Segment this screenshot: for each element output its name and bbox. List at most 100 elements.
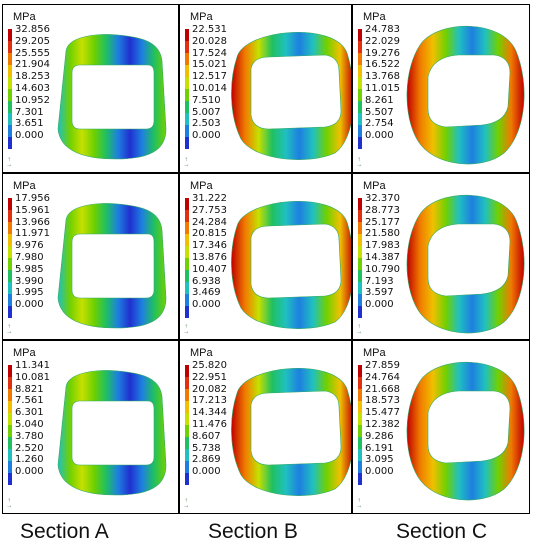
legend-tick-label: 7.301 <box>15 106 44 118</box>
legend-tick-label: 31.222 <box>192 193 227 204</box>
legend-unit: MPa <box>190 180 213 192</box>
cross-section-contour <box>406 25 525 165</box>
legend-tick-label: 0.000 <box>15 130 44 142</box>
contour-panel: MPa 17.956 15.961 13.966 11.971 9.976 7.980 5.9… <box>2 173 179 340</box>
legend-unit: MPa <box>13 11 36 23</box>
legend-tick-label: 24.764 <box>365 371 400 383</box>
legend-tick-label: 22.029 <box>365 35 400 47</box>
legend-unit: MPa <box>190 11 213 23</box>
legend-tick-label: 6.191 <box>365 442 394 454</box>
axis-triad-icon: ↑ → <box>357 157 362 169</box>
legend-tick-label: 2.503 <box>192 118 221 130</box>
legend-tick-label: 12.517 <box>192 71 227 83</box>
contour-panel: MPa 24.783 22.029 19.276 16.522 13.768 11.015 8… <box>352 4 530 173</box>
legend-tick-label: 5.007 <box>192 106 221 118</box>
legend-tick-label: 7.561 <box>15 395 44 407</box>
stress-field <box>406 25 525 165</box>
legend-tick-label: 3.095 <box>365 454 394 466</box>
legend-tick-label: 3.597 <box>365 287 394 299</box>
color-scale-bar <box>358 198 362 318</box>
legend-tick-label: 14.344 <box>192 407 227 419</box>
legend-tick-label: 17.524 <box>192 47 227 59</box>
legend-tick-label: 32.856 <box>15 24 50 35</box>
legend-tick-label: 8.261 <box>365 94 394 106</box>
legend-unit: MPa <box>363 347 386 359</box>
axis-triad-icon: ↑ → <box>184 157 189 169</box>
legend-tick-label: 8.821 <box>15 383 44 395</box>
legend-tick-label: 10.014 <box>192 82 227 94</box>
section-a-label: Section A <box>20 520 109 543</box>
legend-tick-label: 1.260 <box>15 454 44 466</box>
axis-triad-icon: ↑ → <box>184 324 189 336</box>
legend-tick-label: 11.341 <box>15 360 50 371</box>
legend-tick-label: 2.520 <box>15 442 44 454</box>
axis-triad-icon: ↑ → <box>184 498 189 510</box>
cross-section-contour <box>231 367 351 496</box>
legend-ticks: 32.370 28.773 25.177 21.580 17.983 14.387 10.7… <box>365 193 400 311</box>
legend-tick-label: 3.651 <box>15 118 44 130</box>
stress-field <box>57 370 167 496</box>
legend-tick-label: 27.859 <box>365 360 400 371</box>
legend-tick-label: 5.738 <box>192 442 221 454</box>
contour-panel: MPa 32.370 28.773 25.177 21.580 17.983 14.387 1… <box>352 173 530 340</box>
cross-section-contour <box>406 361 525 501</box>
legend-tick-label: 3.469 <box>192 287 221 299</box>
legend-tick-label: 7.510 <box>192 94 221 106</box>
legend-ticks: 32.856 29.205 25.555 21.904 18.253 14.603 10.9… <box>15 24 50 142</box>
stress-field <box>57 34 167 160</box>
legend-tick-label: 13.768 <box>365 71 400 83</box>
legend-tick-label: 15.961 <box>15 204 50 216</box>
color-scale-bar <box>185 365 189 485</box>
legend-tick-label: 32.370 <box>365 193 400 204</box>
color-scale-bar <box>358 365 362 485</box>
legend-tick-label: 17.956 <box>15 193 50 204</box>
color-scale-bar <box>185 29 189 149</box>
legend-tick-label: 18.253 <box>15 71 50 83</box>
legend-tick-label: 0.000 <box>365 130 394 142</box>
legend-tick-label: 10.081 <box>15 371 50 383</box>
legend-ticks: 27.859 24.764 21.668 18.573 15.477 12.382 9.28… <box>365 360 400 478</box>
legend-tick-label: 9.976 <box>15 240 44 252</box>
legend-tick-label: 5.507 <box>365 106 394 118</box>
cross-section-contour <box>231 200 351 329</box>
legend-tick-label: 9.286 <box>365 430 394 442</box>
legend-ticks: 24.783 22.029 19.276 16.522 13.768 11.015 8.26… <box>365 24 400 142</box>
legend-ticks: 11.341 10.081 8.821 7.561 6.301 5.040 3.780 2.5… <box>15 360 50 478</box>
color-scale-bar <box>185 198 189 318</box>
legend-tick-label: 8.607 <box>192 430 221 442</box>
legend-tick-label: 13.966 <box>15 216 50 228</box>
legend-tick-label: 3.780 <box>15 430 44 442</box>
legend-tick-label: 6.938 <box>192 275 221 287</box>
legend-tick-label: 5.985 <box>15 263 44 275</box>
legend-tick-label: 22.531 <box>192 24 227 35</box>
contour-panel: MPa 11.341 10.081 8.821 7.561 6.301 5.040 3.780… <box>2 340 179 514</box>
cross-section-contour <box>406 194 525 334</box>
legend-unit: MPa <box>363 11 386 23</box>
legend-unit: MPa <box>363 180 386 192</box>
legend-tick-label: 10.952 <box>15 94 50 106</box>
legend-ticks: 31.222 27.753 24.284 20.815 17.346 13.876 10.4… <box>192 193 227 311</box>
legend-tick-label: 13.876 <box>192 251 227 263</box>
color-scale-bar <box>8 365 12 485</box>
legend-tick-label: 19.276 <box>365 47 400 59</box>
legend-tick-label: 11.015 <box>365 82 400 94</box>
legend-tick-label: 20.082 <box>192 383 227 395</box>
legend-tick-label: 11.476 <box>192 418 227 430</box>
legend-tick-label: 0.000 <box>192 130 221 142</box>
legend-tick-label: 21.668 <box>365 383 400 395</box>
stress-field <box>406 361 525 501</box>
legend-ticks: 25.820 22.951 20.082 17.213 14.344 11.476 8.60… <box>192 360 227 478</box>
legend-tick-label: 20.815 <box>192 228 227 240</box>
legend-tick-label: 0.000 <box>192 466 221 478</box>
axis-triad-icon: ↑ → <box>7 324 12 336</box>
axis-triad-icon: ↑ → <box>357 498 362 510</box>
legend-tick-label: 25.177 <box>365 216 400 228</box>
legend-tick-label: 16.522 <box>365 59 400 71</box>
legend-ticks: 17.956 15.961 13.966 11.971 9.976 7.980 5.985 3… <box>15 193 50 311</box>
axis-triad-icon: ↑ → <box>7 157 12 169</box>
contour-panel: MPa 22.531 20.028 17.524 15.021 12.517 10.014 7… <box>179 4 352 173</box>
legend-tick-label: 0.000 <box>192 299 221 311</box>
cross-section-contour <box>231 31 351 160</box>
legend-ticks: 22.531 20.028 17.524 15.021 12.517 10.014 7.51… <box>192 24 227 142</box>
legend-tick-label: 0.000 <box>365 466 394 478</box>
